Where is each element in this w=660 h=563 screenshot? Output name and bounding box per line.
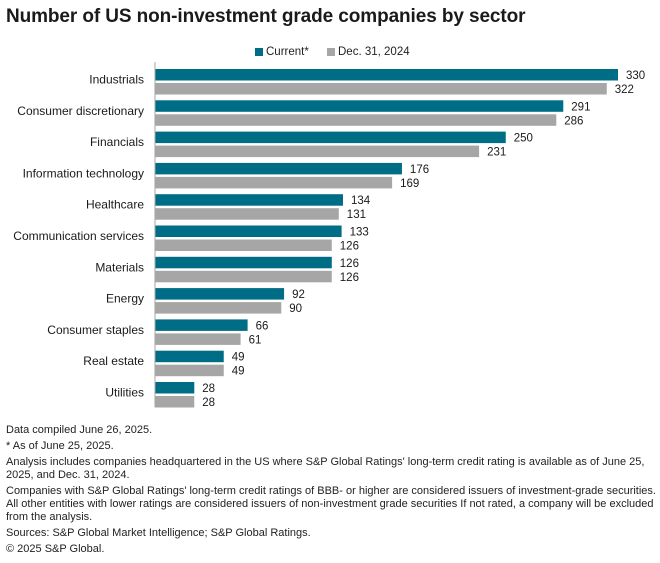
bar-current xyxy=(155,350,224,363)
bar-chart: Industrials 330 322 Consumer discretionary 2… xyxy=(13,62,645,409)
category-label: Energy xyxy=(106,292,144,306)
category-label: Consumer staples xyxy=(47,323,144,337)
bar-prior xyxy=(155,364,224,377)
data-label: 61 xyxy=(249,334,262,346)
bar-current xyxy=(155,194,344,206)
bar-prior xyxy=(155,83,607,95)
data-label: 126 xyxy=(340,258,359,270)
data-label: 330 xyxy=(626,70,645,82)
legend-label-current: Current* xyxy=(266,46,309,58)
data-label: 176 xyxy=(410,164,429,176)
footnote-compiled: Data compiled June 26, 2025. xyxy=(6,424,153,436)
bar-prior xyxy=(155,114,557,126)
category-label: Industrials xyxy=(89,73,144,87)
category-label: Utilities xyxy=(105,386,144,400)
chart-title: Number of US non-investment grade compan… xyxy=(6,6,526,27)
footnotes: Data compiled June 26, 2025. * As of Jun… xyxy=(6,424,656,559)
bar-prior xyxy=(155,302,282,314)
footnote-sources: Sources: S&P Global Market Intelligence;… xyxy=(6,527,311,539)
category-label: Healthcare xyxy=(86,198,144,212)
data-label: 28 xyxy=(202,383,215,395)
data-label: 169 xyxy=(400,178,419,190)
category-label: Financials xyxy=(90,135,144,149)
category-label: Consumer discretionary xyxy=(17,104,144,118)
data-label: 250 xyxy=(514,133,533,145)
footnote-ratings: Companies with S&P Global Ratings' long-… xyxy=(6,485,656,523)
data-label: 291 xyxy=(571,101,590,113)
legend-item-prior: Dec. 31, 2024 xyxy=(327,46,410,58)
bar-prior xyxy=(155,270,332,283)
bar-current xyxy=(155,256,332,269)
data-label: 126 xyxy=(340,241,359,253)
data-label: 49 xyxy=(232,352,245,364)
data-label: 49 xyxy=(232,366,245,378)
bar-current xyxy=(155,319,248,331)
legend-swatch-current xyxy=(255,48,263,56)
bar-prior xyxy=(155,239,332,251)
data-label: 322 xyxy=(615,84,634,96)
data-label: 28 xyxy=(202,397,215,409)
category-label: Materials xyxy=(95,260,144,274)
footnote-analysis: Analysis includes companies headquartere… xyxy=(6,456,645,481)
category-label: Communication services xyxy=(13,229,144,243)
data-label: 286 xyxy=(564,115,583,127)
bar-current xyxy=(155,382,195,394)
legend-item-current: Current* xyxy=(255,46,309,58)
data-label: 126 xyxy=(340,272,359,284)
legend-label-prior: Dec. 31, 2024 xyxy=(338,46,410,58)
category-label: Information technology xyxy=(23,166,144,180)
footnote-asof: * As of June 25, 2025. xyxy=(6,440,114,452)
bar-prior xyxy=(155,145,480,158)
data-label: 90 xyxy=(289,303,302,315)
bar-current xyxy=(155,69,618,81)
bar-prior xyxy=(155,176,393,189)
data-label: 66 xyxy=(256,320,269,332)
legend-swatch-prior xyxy=(327,48,335,56)
data-label: 134 xyxy=(351,195,371,207)
bar-prior xyxy=(155,396,195,408)
bar-prior xyxy=(155,208,339,220)
footnote-copyright: © 2025 S&P Global. xyxy=(6,543,105,555)
bar-prior xyxy=(155,333,241,345)
bar-current xyxy=(155,100,564,112)
data-label: 131 xyxy=(347,209,366,221)
data-label: 133 xyxy=(350,227,369,239)
bar-current xyxy=(155,162,402,175)
category-label: Real estate xyxy=(83,354,144,368)
data-label: 92 xyxy=(292,289,305,301)
bar-current xyxy=(155,225,342,237)
legend: Current* Dec. 31, 2024 xyxy=(0,46,660,60)
bar-current xyxy=(155,288,285,300)
bar-current xyxy=(155,131,506,144)
data-label: 231 xyxy=(487,147,506,159)
